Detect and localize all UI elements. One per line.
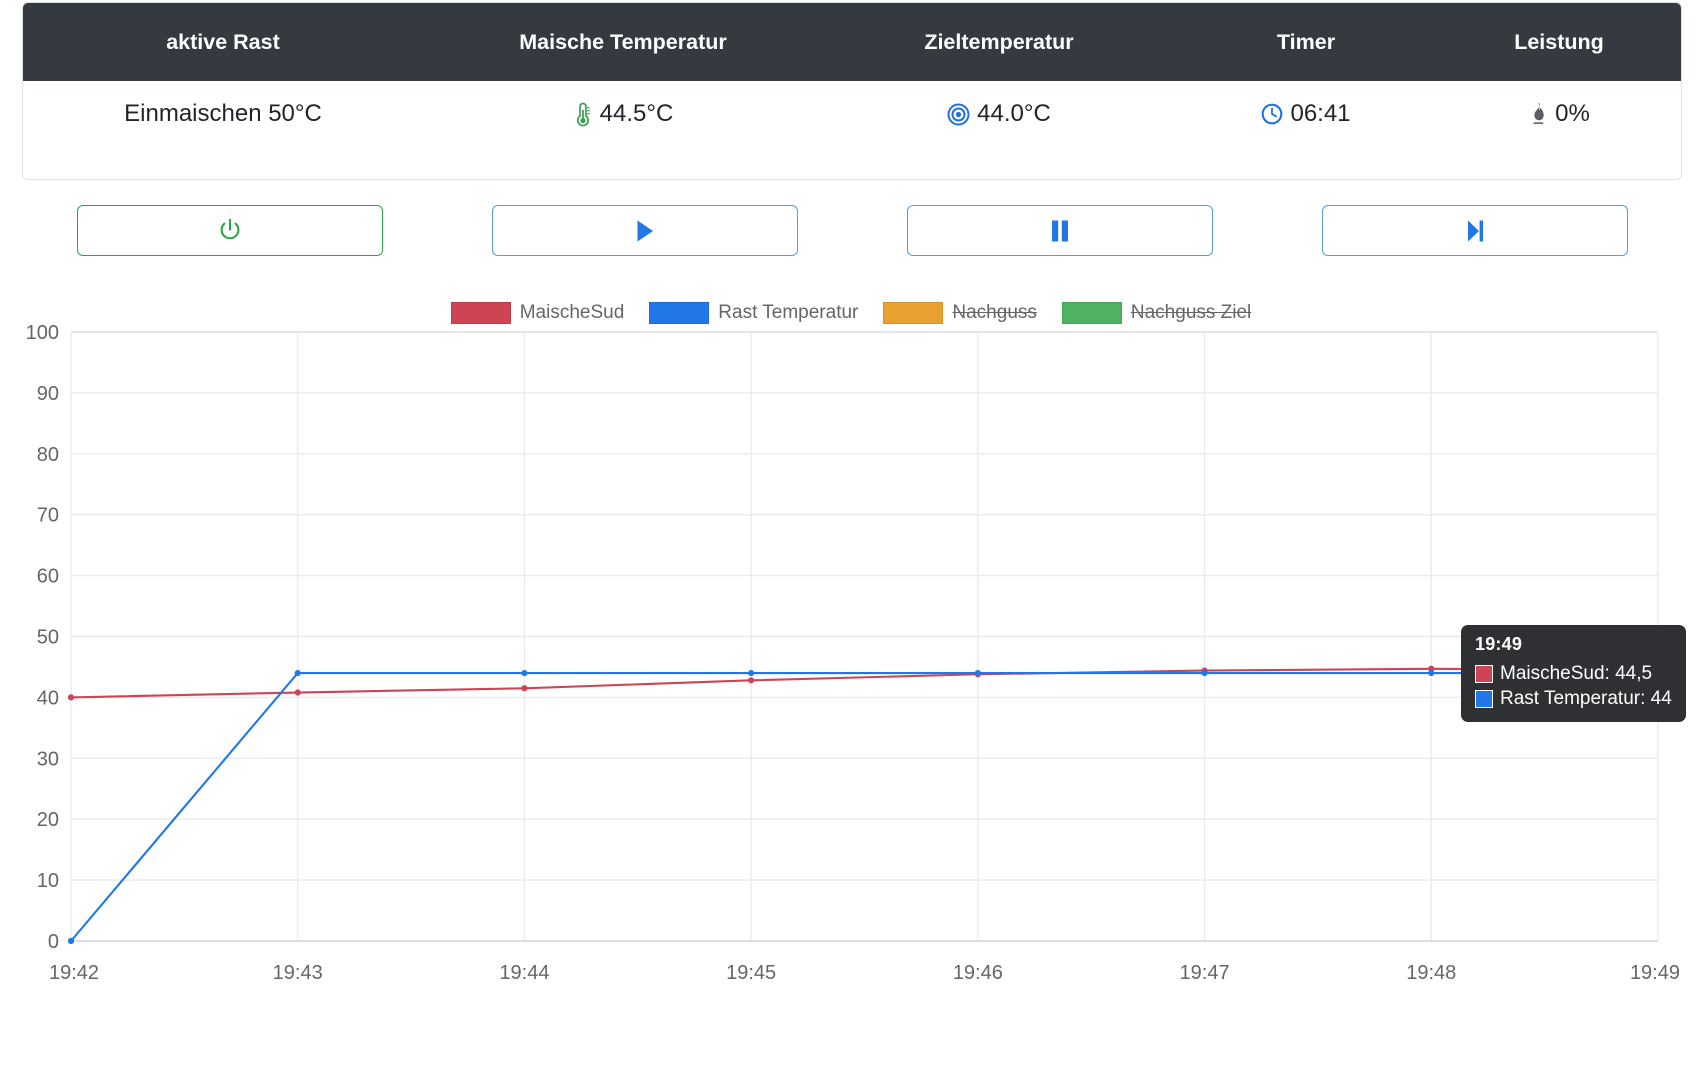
legend-label: Rast Temperatur — [718, 302, 859, 323]
legend-label: Nachguss — [952, 302, 1037, 323]
series-point — [521, 685, 528, 692]
tooltip-title: 19:49 — [1475, 634, 1523, 654]
x-axis-tick-label: 19:45 — [726, 962, 776, 984]
header-zieltemperatur: Zieltemperatur — [924, 29, 1074, 54]
y-axis-tick-label: 40 — [37, 687, 59, 709]
legend-item-nachguss[interactable]: Nachguss — [883, 302, 1037, 324]
chart-legend: MaischeSud Rast Temperatur Nachguss Nachgus… — [0, 302, 1702, 324]
play-icon — [633, 218, 657, 244]
series-point — [748, 677, 755, 684]
play-button[interactable] — [491, 205, 798, 256]
cell-timer: 06:41 — [1175, 100, 1437, 128]
tooltip-row-label: Rast Temperatur: 44 — [1500, 688, 1672, 709]
legend-swatch-icon — [1061, 302, 1122, 324]
cell-leistung: 0% — [1437, 100, 1681, 128]
y-axis-tick-label: 90 — [37, 383, 59, 405]
tooltip-row: Rast Temperatur: 44 — [1475, 686, 1672, 711]
tooltip-row-label: MaischeSud: 44,5 — [1500, 663, 1653, 684]
zieltemperatur-value: 44.0°C — [977, 100, 1051, 127]
y-axis-tick-label: 100 — [26, 322, 59, 344]
series-point — [974, 669, 981, 677]
skip-button-wrap — [1267, 205, 1682, 256]
flame-icon — [1528, 101, 1548, 127]
tooltip-swatch-icon — [1475, 664, 1493, 683]
cell-maische-temperatur: 44.5°C — [423, 100, 823, 128]
x-axis-tick-label: 19:49 — [1630, 962, 1680, 984]
x-axis-tick-label: 19:48 — [1406, 962, 1456, 984]
play-button-wrap — [437, 205, 852, 256]
target-icon — [947, 103, 970, 126]
legend-label: Nachguss Ziel — [1130, 302, 1252, 323]
header-leistung: Leistung — [1514, 29, 1604, 54]
header-timer: Timer — [1276, 29, 1336, 54]
tooltip-rows: MaischeSud: 44,5 Rast Temperatur: 44 — [1475, 661, 1672, 711]
y-axis-tick-label: 30 — [37, 748, 59, 770]
skip-forward-button[interactable] — [1321, 205, 1628, 256]
series-point — [748, 669, 755, 677]
series-point — [294, 689, 301, 696]
series-point — [1428, 669, 1435, 677]
cell-aktive-rast: Einmaischen 50°C — [23, 100, 423, 128]
legend-swatch-icon — [883, 302, 944, 324]
series-point — [67, 694, 75, 701]
y-axis-tick-label: 0 — [48, 931, 59, 953]
leistung-value: 0% — [1555, 100, 1590, 127]
pause-button[interactable] — [906, 205, 1213, 256]
status-table-row: Einmaischen 50°C 44.5°C — [23, 81, 1681, 179]
y-axis-tick-label: 10 — [37, 870, 59, 892]
skip-forward-icon — [1464, 218, 1486, 244]
thermometer-icon — [573, 101, 593, 127]
chart-plot: 100 90 80 70 60 50 40 30 20 10 0 19:42 19:43 19:44 19:… — [0, 285, 1702, 1074]
temperature-chart: MaischeSud Rast Temperatur Nachguss Nachgus… — [0, 285, 1702, 1074]
y-axis-tick-label: 20 — [37, 809, 59, 831]
legend-item-maischesud[interactable]: MaischeSud — [450, 302, 625, 324]
x-axis-tick-label: 19:46 — [953, 962, 1003, 984]
power-button[interactable] — [76, 205, 383, 256]
aktive-rast-value: Einmaischen 50°C — [124, 100, 322, 127]
tooltip-swatch-icon — [1475, 689, 1493, 708]
y-axis-tick-label: 60 — [37, 566, 59, 588]
control-button-row — [22, 205, 1682, 256]
x-axis-tick-label: 19:44 — [499, 962, 549, 984]
series-point — [521, 669, 528, 677]
timer-value: 06:41 — [1290, 100, 1351, 127]
pause-button-wrap — [852, 205, 1267, 256]
power-icon — [218, 218, 242, 243]
series-point — [1428, 665, 1435, 672]
status-table-header: aktive Rast Maische Temperatur Zieltempe… — [23, 3, 1681, 81]
header-maische-temperatur: Maische Temperatur — [519, 29, 727, 54]
legend-label: MaischeSud — [519, 302, 625, 323]
clock-icon — [1261, 103, 1283, 125]
x-axis-tick-label: 19:47 — [1180, 962, 1230, 984]
x-axis-tick-label: 19:43 — [273, 962, 323, 984]
legend-swatch-icon — [450, 302, 511, 324]
cell-zieltemperatur: 44.0°C — [823, 100, 1175, 128]
chart-tooltip: 19:49 MaischeSud: 44,5 Rast Temperatur: 4… — [1461, 625, 1686, 722]
maische-temperatur-value: 44.5°C — [599, 100, 674, 127]
legend-item-nachguss-ziel[interactable]: Nachguss Ziel — [1061, 302, 1252, 324]
y-axis-tick-label: 50 — [37, 627, 59, 649]
pause-icon — [1049, 218, 1071, 244]
y-axis-tick-label: 70 — [37, 505, 59, 527]
series-line-rast-temperatur — [70, 671, 1658, 942]
series-point — [67, 937, 75, 945]
power-button-wrap — [22, 205, 437, 256]
header-aktive-rast: aktive Rast — [166, 29, 280, 54]
x-axis-tick-label: 19:42 — [49, 962, 99, 984]
legend-swatch-icon — [649, 302, 710, 324]
tooltip-row: MaischeSud: 44,5 — [1475, 661, 1672, 686]
status-card: aktive Rast Maische Temperatur Zieltempe… — [22, 2, 1682, 180]
series-line-maischesud — [70, 667, 1659, 699]
series-point — [1201, 669, 1208, 677]
series-point — [294, 669, 301, 677]
legend-item-rast-temperatur[interactable]: Rast Temperatur — [649, 302, 858, 324]
y-axis-tick-label: 80 — [37, 444, 59, 466]
